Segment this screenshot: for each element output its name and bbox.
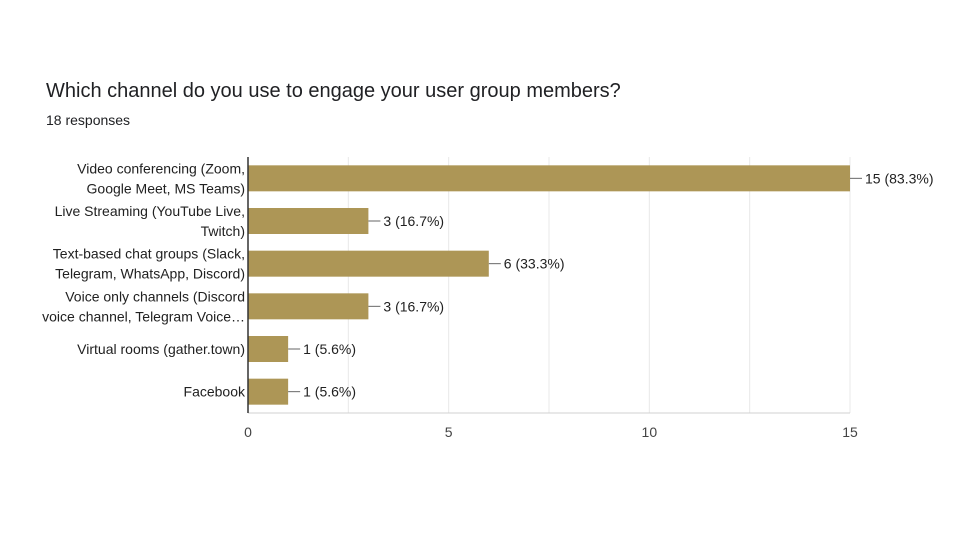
category-label: Virtual rooms (gather.town)	[77, 341, 245, 357]
bar	[248, 378, 289, 405]
data-label: 1 (5.6%)	[303, 341, 356, 357]
category-label: Telegram, WhatsApp, Discord)	[55, 266, 245, 282]
category-label: Text-based chat groups (Slack,	[53, 246, 245, 262]
category-label: Voice only channels (Discord	[65, 288, 245, 304]
x-tick-label: 10	[642, 424, 658, 440]
data-label: 15 (83.3%)	[865, 170, 933, 186]
bar	[248, 293, 369, 320]
x-tick-label: 0	[244, 424, 252, 440]
category-label: Facebook	[184, 384, 246, 400]
data-label: 3 (16.7%)	[383, 298, 444, 314]
chart-title: Which channel do you use to engage your …	[46, 80, 621, 102]
data-label: 1 (5.6%)	[303, 384, 356, 400]
x-tick-label: 5	[445, 424, 453, 440]
category-label: Live Streaming (YouTube Live,	[55, 203, 245, 219]
data-label: 3 (16.7%)	[383, 213, 444, 229]
response-count: 18 responses	[46, 112, 131, 128]
bar	[248, 165, 850, 192]
category-label: Twitch)	[201, 223, 245, 239]
data-label: 6 (33.3%)	[504, 256, 565, 272]
category-label: Video conferencing (Zoom,	[77, 160, 245, 176]
x-tick-label: 15	[842, 424, 858, 440]
bar	[248, 208, 369, 234]
category-label: Google Meet, MS Teams)	[87, 180, 245, 196]
category-label: voice channel, Telegram Voice…	[42, 308, 245, 324]
bar	[248, 250, 489, 277]
bar	[248, 336, 289, 362]
